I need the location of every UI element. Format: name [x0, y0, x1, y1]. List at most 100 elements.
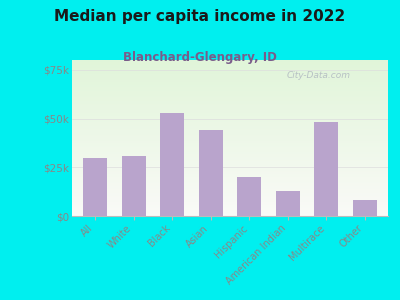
Bar — [160, 112, 184, 216]
Bar — [72, 163, 388, 164]
Bar — [72, 146, 388, 147]
Bar — [72, 185, 388, 186]
Bar — [72, 124, 388, 125]
Bar — [72, 74, 388, 76]
Bar — [72, 171, 388, 172]
Bar — [72, 157, 388, 158]
Bar — [72, 94, 388, 96]
Bar — [72, 61, 388, 63]
Bar — [72, 155, 388, 157]
Bar — [276, 191, 300, 216]
Bar — [72, 76, 388, 77]
Bar — [72, 154, 388, 155]
Bar — [72, 85, 388, 86]
Bar — [72, 190, 388, 191]
Bar — [72, 183, 388, 185]
Bar — [72, 152, 388, 154]
Bar — [72, 112, 388, 113]
Bar — [72, 177, 388, 178]
Bar — [72, 196, 388, 197]
Bar — [83, 158, 107, 216]
Bar — [72, 83, 388, 85]
Bar — [72, 191, 388, 193]
Bar — [72, 100, 388, 102]
Bar — [72, 115, 388, 116]
Bar — [72, 182, 388, 183]
Bar — [72, 169, 388, 171]
Bar — [72, 166, 388, 168]
Bar — [72, 130, 388, 132]
Bar — [72, 203, 388, 205]
Bar — [72, 65, 388, 66]
Bar — [72, 147, 388, 149]
Bar — [72, 149, 388, 151]
Bar — [72, 108, 388, 110]
Bar — [72, 82, 388, 83]
Bar — [314, 122, 338, 216]
Bar — [72, 105, 388, 107]
Bar — [72, 164, 388, 166]
Bar — [72, 118, 388, 119]
Bar — [72, 66, 388, 68]
Bar — [72, 214, 388, 216]
Bar — [72, 68, 388, 69]
Bar — [72, 211, 388, 213]
Bar — [72, 193, 388, 194]
Bar — [72, 143, 388, 144]
Bar — [72, 210, 388, 211]
Bar — [72, 207, 388, 208]
Bar — [72, 79, 388, 80]
Bar — [72, 161, 388, 163]
Bar — [72, 132, 388, 133]
Bar — [72, 213, 388, 214]
Bar — [72, 122, 388, 124]
Bar — [72, 86, 388, 88]
Bar — [72, 138, 388, 140]
Bar — [72, 141, 388, 143]
Bar — [72, 69, 388, 71]
Bar — [72, 104, 388, 105]
Bar — [72, 98, 388, 99]
Bar — [353, 200, 377, 216]
Bar — [72, 99, 388, 100]
Text: City-Data.com: City-Data.com — [287, 71, 351, 80]
Bar — [237, 177, 261, 216]
Bar — [72, 63, 388, 65]
Bar — [72, 113, 388, 115]
Bar — [72, 174, 388, 176]
Bar — [72, 121, 388, 122]
Bar — [72, 135, 388, 136]
Bar — [72, 188, 388, 190]
Bar — [122, 155, 146, 216]
Bar — [72, 197, 388, 199]
Bar — [72, 91, 388, 93]
Bar — [72, 176, 388, 177]
Bar — [72, 136, 388, 138]
Bar — [72, 158, 388, 160]
Bar — [72, 172, 388, 174]
Bar — [72, 180, 388, 182]
Bar — [72, 144, 388, 146]
Bar — [72, 151, 388, 152]
Bar — [72, 186, 388, 188]
Bar — [72, 119, 388, 121]
Bar — [72, 60, 388, 61]
Bar — [199, 130, 223, 216]
Bar — [72, 90, 388, 91]
Bar — [72, 178, 388, 180]
Bar — [72, 107, 388, 108]
Bar — [72, 73, 388, 74]
Bar — [72, 160, 388, 161]
Bar — [72, 116, 388, 118]
Bar — [72, 200, 388, 202]
Bar — [72, 110, 388, 112]
Bar — [72, 127, 388, 129]
Bar — [72, 208, 388, 210]
Bar — [72, 93, 388, 94]
Bar — [72, 199, 388, 200]
Bar — [72, 88, 388, 90]
Bar — [72, 77, 388, 79]
Bar — [72, 140, 388, 141]
Bar — [72, 125, 388, 127]
Bar — [72, 71, 388, 73]
